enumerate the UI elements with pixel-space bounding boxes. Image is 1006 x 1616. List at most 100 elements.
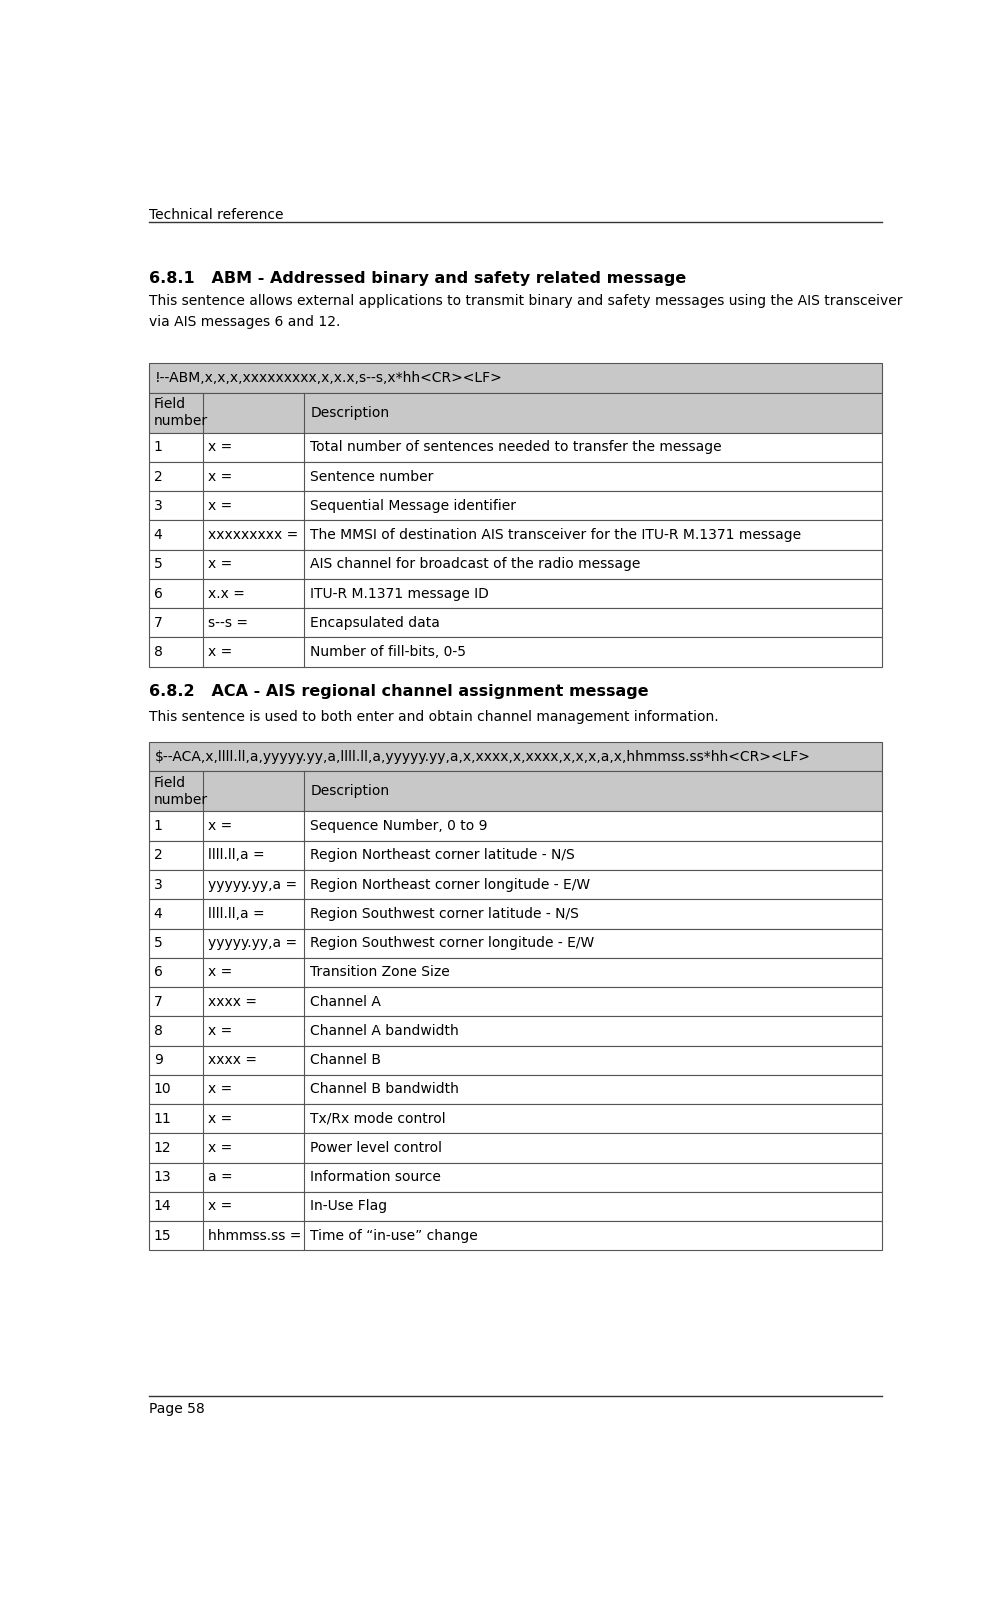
Bar [149, 637, 882, 667]
Text: 2: 2 [154, 848, 162, 863]
Bar [149, 1075, 882, 1104]
Text: hhmmss.ss =: hhmmss.ss = [208, 1228, 301, 1243]
Text: Channel A: Channel A [310, 995, 381, 1008]
Text: s--s =: s--s = [208, 616, 247, 630]
Bar [149, 549, 882, 579]
Text: x =: x = [208, 819, 232, 834]
Text: 4: 4 [154, 528, 162, 541]
Text: 4: 4 [154, 907, 162, 921]
Text: Tx/Rx mode control: Tx/Rx mode control [310, 1112, 446, 1126]
Text: AIS channel for broadcast of the radio message: AIS channel for broadcast of the radio m… [310, 558, 641, 572]
Bar [149, 898, 882, 929]
Text: x =: x = [208, 558, 232, 572]
Bar [149, 393, 882, 433]
Bar [149, 579, 882, 608]
Text: !--ABM,x,x,x,xxxxxxxxx,x,x.x,s--s,x*hh<CR><LF>: !--ABM,x,x,x,xxxxxxxxx,x,x.x,s--s,x*hh<C… [155, 372, 503, 385]
Text: x =: x = [208, 1141, 232, 1155]
Text: This sentence is used to both enter and obtain channel management information.: This sentence is used to both enter and … [149, 709, 718, 724]
Text: llll.ll,a =: llll.ll,a = [208, 848, 265, 863]
Text: 9: 9 [154, 1054, 163, 1067]
Text: xxxx =: xxxx = [208, 995, 257, 1008]
Text: yyyyy.yy,a =: yyyyy.yy,a = [208, 936, 297, 950]
Text: This sentence allows external applications to transmit binary and safety message: This sentence allows external applicatio… [149, 294, 902, 328]
Bar [149, 608, 882, 637]
Text: Sequence Number, 0 to 9: Sequence Number, 0 to 9 [310, 819, 488, 834]
Text: 8: 8 [154, 1025, 163, 1037]
Bar [149, 869, 882, 898]
Text: 6.8.1   ABM - Addressed binary and safety related message: 6.8.1 ABM - Addressed binary and safety … [149, 271, 686, 286]
Bar [149, 462, 882, 491]
Text: yyyyy.yy,a =: yyyyy.yy,a = [208, 877, 297, 892]
Text: 13: 13 [154, 1170, 171, 1185]
Text: 7: 7 [154, 995, 162, 1008]
Text: 5: 5 [154, 558, 162, 572]
Text: Sequential Message identifier: Sequential Message identifier [310, 499, 516, 512]
Text: 14: 14 [154, 1199, 171, 1214]
Text: 3: 3 [154, 499, 162, 512]
Text: The MMSI of destination AIS transceiver for the ITU-R M.1371 message: The MMSI of destination AIS transceiver … [310, 528, 802, 541]
Text: Channel B: Channel B [310, 1054, 381, 1067]
Text: llll.ll,a =: llll.ll,a = [208, 907, 265, 921]
Text: Number of fill-bits, 0-5: Number of fill-bits, 0-5 [310, 645, 466, 659]
Bar [149, 1104, 882, 1133]
Bar [149, 987, 882, 1016]
Text: Total number of sentences needed to transfer the message: Total number of sentences needed to tran… [310, 440, 722, 454]
Text: 7: 7 [154, 616, 162, 630]
Bar [149, 811, 882, 840]
Bar [149, 771, 882, 811]
Bar [149, 1016, 882, 1046]
Text: Region Northeast corner longitude - E/W: Region Northeast corner longitude - E/W [310, 877, 591, 892]
Text: xxxxxxxxx =: xxxxxxxxx = [208, 528, 298, 541]
Text: Page 58: Page 58 [149, 1403, 205, 1416]
Text: x =: x = [208, 1083, 232, 1096]
Text: 10: 10 [154, 1083, 171, 1096]
Text: 11: 11 [154, 1112, 171, 1126]
Text: Channel A bandwidth: Channel A bandwidth [310, 1025, 459, 1037]
Text: 1: 1 [154, 440, 163, 454]
Text: Sentence number: Sentence number [310, 470, 434, 483]
Text: Description: Description [310, 784, 389, 798]
Text: ITU-R M.1371 message ID: ITU-R M.1371 message ID [310, 587, 489, 601]
Text: Information source: Information source [310, 1170, 441, 1185]
Text: Channel B bandwidth: Channel B bandwidth [310, 1083, 459, 1096]
Text: Transition Zone Size: Transition Zone Size [310, 965, 450, 979]
Bar [149, 1046, 882, 1075]
Text: Technical reference: Technical reference [149, 208, 284, 221]
Text: 5: 5 [154, 936, 162, 950]
Text: Region Northeast corner latitude - N/S: Region Northeast corner latitude - N/S [310, 848, 575, 863]
Text: x =: x = [208, 1025, 232, 1037]
Text: In-Use Flag: In-Use Flag [310, 1199, 387, 1214]
Text: Time of “in-use” change: Time of “in-use” change [310, 1228, 478, 1243]
Text: x =: x = [208, 645, 232, 659]
Bar [149, 1222, 882, 1251]
Text: 3: 3 [154, 877, 162, 892]
Bar [149, 1162, 882, 1193]
Text: xxxx =: xxxx = [208, 1054, 257, 1067]
Text: Field
number: Field number [154, 776, 208, 806]
Text: x =: x = [208, 499, 232, 512]
Text: x =: x = [208, 965, 232, 979]
Text: 15: 15 [154, 1228, 171, 1243]
Text: 6.8.2   ACA - AIS regional channel assignment message: 6.8.2 ACA - AIS regional channel assignm… [149, 684, 649, 698]
Text: x.x =: x.x = [208, 587, 244, 601]
Text: 6: 6 [154, 587, 163, 601]
Text: x =: x = [208, 440, 232, 454]
Text: Power level control: Power level control [310, 1141, 443, 1155]
Text: Encapsulated data: Encapsulated data [310, 616, 440, 630]
Text: Field
number: Field number [154, 398, 208, 428]
Text: Description: Description [310, 406, 389, 420]
Bar [149, 1193, 882, 1222]
Text: 8: 8 [154, 645, 163, 659]
Text: x =: x = [208, 470, 232, 483]
Bar [149, 958, 882, 987]
Bar [149, 929, 882, 958]
Text: 6: 6 [154, 965, 163, 979]
Text: Region Southwest corner latitude - N/S: Region Southwest corner latitude - N/S [310, 907, 579, 921]
Text: a =: a = [208, 1170, 232, 1185]
Text: 1: 1 [154, 819, 163, 834]
Bar [149, 433, 882, 462]
Text: Region Southwest corner longitude - E/W: Region Southwest corner longitude - E/W [310, 936, 595, 950]
Bar [149, 520, 882, 549]
Text: x =: x = [208, 1199, 232, 1214]
Text: 12: 12 [154, 1141, 171, 1155]
